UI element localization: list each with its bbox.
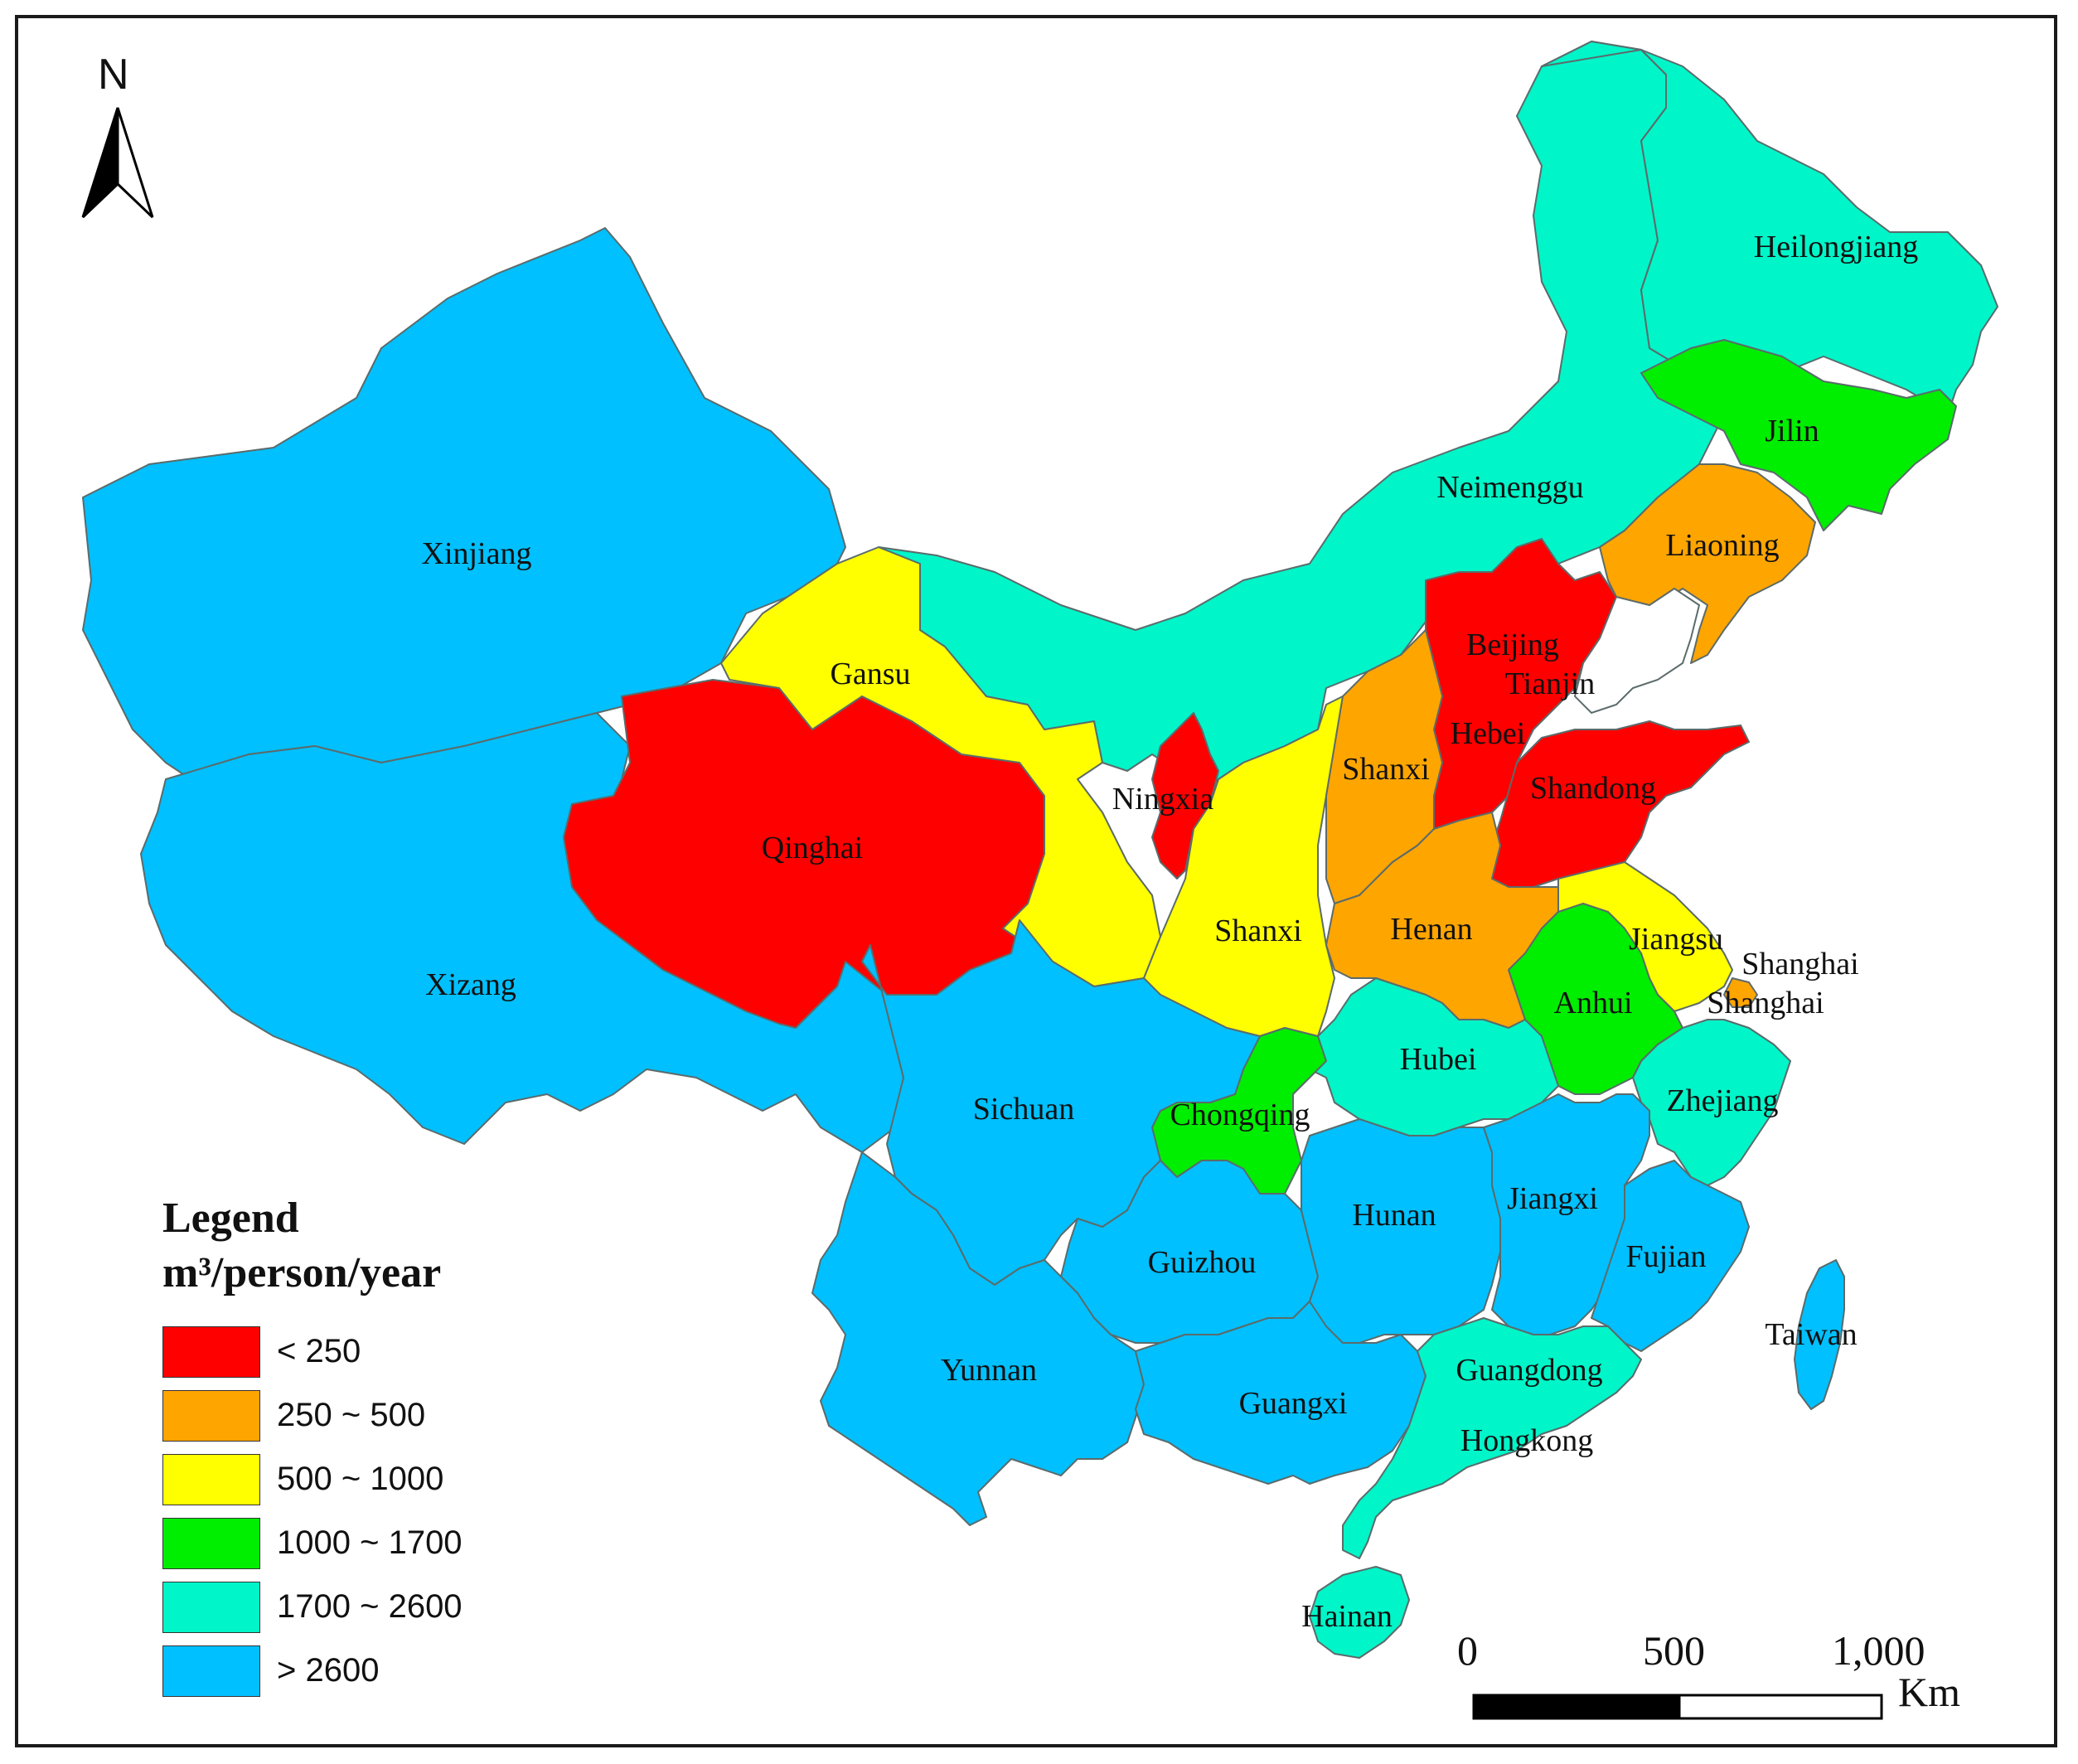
label-anhui: Anhui <box>1554 986 1633 1020</box>
legend-swatch <box>162 1518 260 1569</box>
label-xizang: Xizang <box>425 967 516 1002</box>
bohai-sea <box>1573 587 1701 715</box>
legend-label: 250 ~ 500 <box>277 1397 426 1433</box>
legend-label: < 250 <box>277 1333 361 1369</box>
label-henan: Henan <box>1390 912 1472 947</box>
north-letter: N <box>98 51 129 99</box>
legend-title: Legend <box>162 1195 299 1242</box>
label-hunan: Hunan <box>1352 1198 1436 1233</box>
label-taiwan: Taiwan <box>1765 1317 1857 1352</box>
label-hebei: Hebei <box>1451 716 1526 751</box>
scale-unit: Km <box>1898 1669 1960 1715</box>
province-hainan <box>1309 1566 1410 1659</box>
label-xinjiang: Xinjiang <box>422 536 532 571</box>
legend-label: > 2600 <box>277 1652 380 1689</box>
label-yunnan: Yunnan <box>941 1353 1037 1388</box>
legend-swatch <box>162 1582 260 1633</box>
province-shaanxi <box>1143 695 1344 1037</box>
province-xizang <box>140 712 904 1153</box>
label-guizhou: Guizhou <box>1148 1245 1257 1280</box>
legend-swatch <box>162 1645 260 1697</box>
province-yunnan <box>811 1151 1145 1526</box>
legend-unit: m³/person/year <box>162 1249 442 1296</box>
label-qinghai: Qinghai <box>762 831 863 865</box>
label-ningxia: Ningxia <box>1112 782 1214 817</box>
label-chongqing: Chongqing <box>1170 1098 1310 1132</box>
legend-label: 1700 ~ 2600 <box>277 1588 463 1625</box>
label-shanghai-1: Shanghai <box>1741 947 1858 981</box>
label-neimenggu: Neimenggu <box>1436 470 1583 505</box>
label-tianjin: Tianjin <box>1505 666 1595 701</box>
label-guangdong: Guangdong <box>1456 1353 1602 1388</box>
scale-tick-0: 0 <box>1457 1627 1478 1674</box>
scale-tick-500: 500 <box>1643 1627 1705 1674</box>
label-shanxi-east: Shanxi <box>1342 752 1430 787</box>
label-hongkong: Hongkong <box>1460 1423 1593 1458</box>
label-shanghai-2: Shanghai <box>1707 986 1824 1020</box>
legend-label: 1000 ~ 1700 <box>277 1524 463 1561</box>
legend-swatch <box>162 1454 260 1505</box>
legend-label: 500 ~ 1000 <box>277 1461 444 1497</box>
label-sichuan: Sichuan <box>973 1092 1074 1127</box>
label-hubei: Hubei <box>1400 1042 1477 1077</box>
label-guangxi: Guangxi <box>1239 1386 1348 1421</box>
province-hubei <box>1309 977 1559 1136</box>
legend-swatch <box>162 1390 260 1442</box>
label-shanxi-west: Shanxi <box>1214 914 1302 948</box>
province-shanghai <box>1723 977 1758 1008</box>
legend-swatch <box>162 1326 260 1378</box>
scale-bar <box>1472 1694 1883 1720</box>
scale-tick-1000: 1,000 <box>1832 1627 1925 1674</box>
label-hainan: Hainan <box>1301 1599 1393 1634</box>
province-jilin <box>1640 339 1957 531</box>
province-guangdong <box>1342 1317 1642 1559</box>
label-heilongjiang: Heilongjiang <box>1754 230 1918 264</box>
label-beijing: Beijing <box>1466 628 1559 662</box>
label-jilin: Jilin <box>1765 414 1819 448</box>
label-shandong: Shandong <box>1530 771 1656 806</box>
label-fujian: Fujian <box>1625 1239 1706 1274</box>
label-zhejiang: Zhejiang <box>1666 1083 1778 1118</box>
label-liaoning: Liaoning <box>1665 528 1779 563</box>
province-taiwan <box>1794 1259 1845 1410</box>
north-arrow-icon <box>81 107 154 219</box>
label-jiangsu: Jiangsu <box>1629 922 1723 957</box>
label-jiangxi: Jiangxi <box>1507 1181 1598 1216</box>
label-gansu: Gansu <box>830 657 910 691</box>
province-fujian <box>1591 1160 1750 1352</box>
